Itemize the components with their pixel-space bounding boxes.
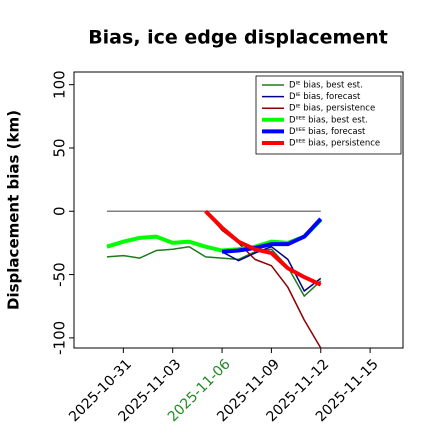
legend-label: Dᴵᴱ bias, forecast — [289, 92, 361, 102]
series-line — [221, 217, 323, 254]
plot-frame — [73, 71, 404, 349]
series-line — [204, 209, 322, 287]
y-tick-label: 0 — [51, 206, 69, 216]
legend-label: Dᴵᴵᴱᴱ bias, persistence — [289, 139, 380, 149]
legend-label: Dᴵᴵᴱᴱ bias, best est. — [289, 115, 368, 125]
y-tick-label: -50 — [51, 262, 69, 287]
y-tick-label: 50 — [51, 138, 69, 157]
series-line — [205, 210, 322, 349]
y-axis-label: Displacement bias (km) — [5, 110, 23, 310]
chart-title: Bias, ice edge displacement — [88, 27, 388, 49]
y-tick-label: -100 — [51, 321, 69, 355]
series-line — [221, 245, 322, 292]
legend-label: Dᴵᴵᴱᴱ bias, forecast — [289, 127, 366, 137]
legend-label: Dᴵᴱ bias, persistence — [289, 104, 375, 114]
legend-label: Dᴵᴱ bias, best est. — [289, 81, 363, 91]
y-tick-label: 100 — [51, 70, 69, 99]
